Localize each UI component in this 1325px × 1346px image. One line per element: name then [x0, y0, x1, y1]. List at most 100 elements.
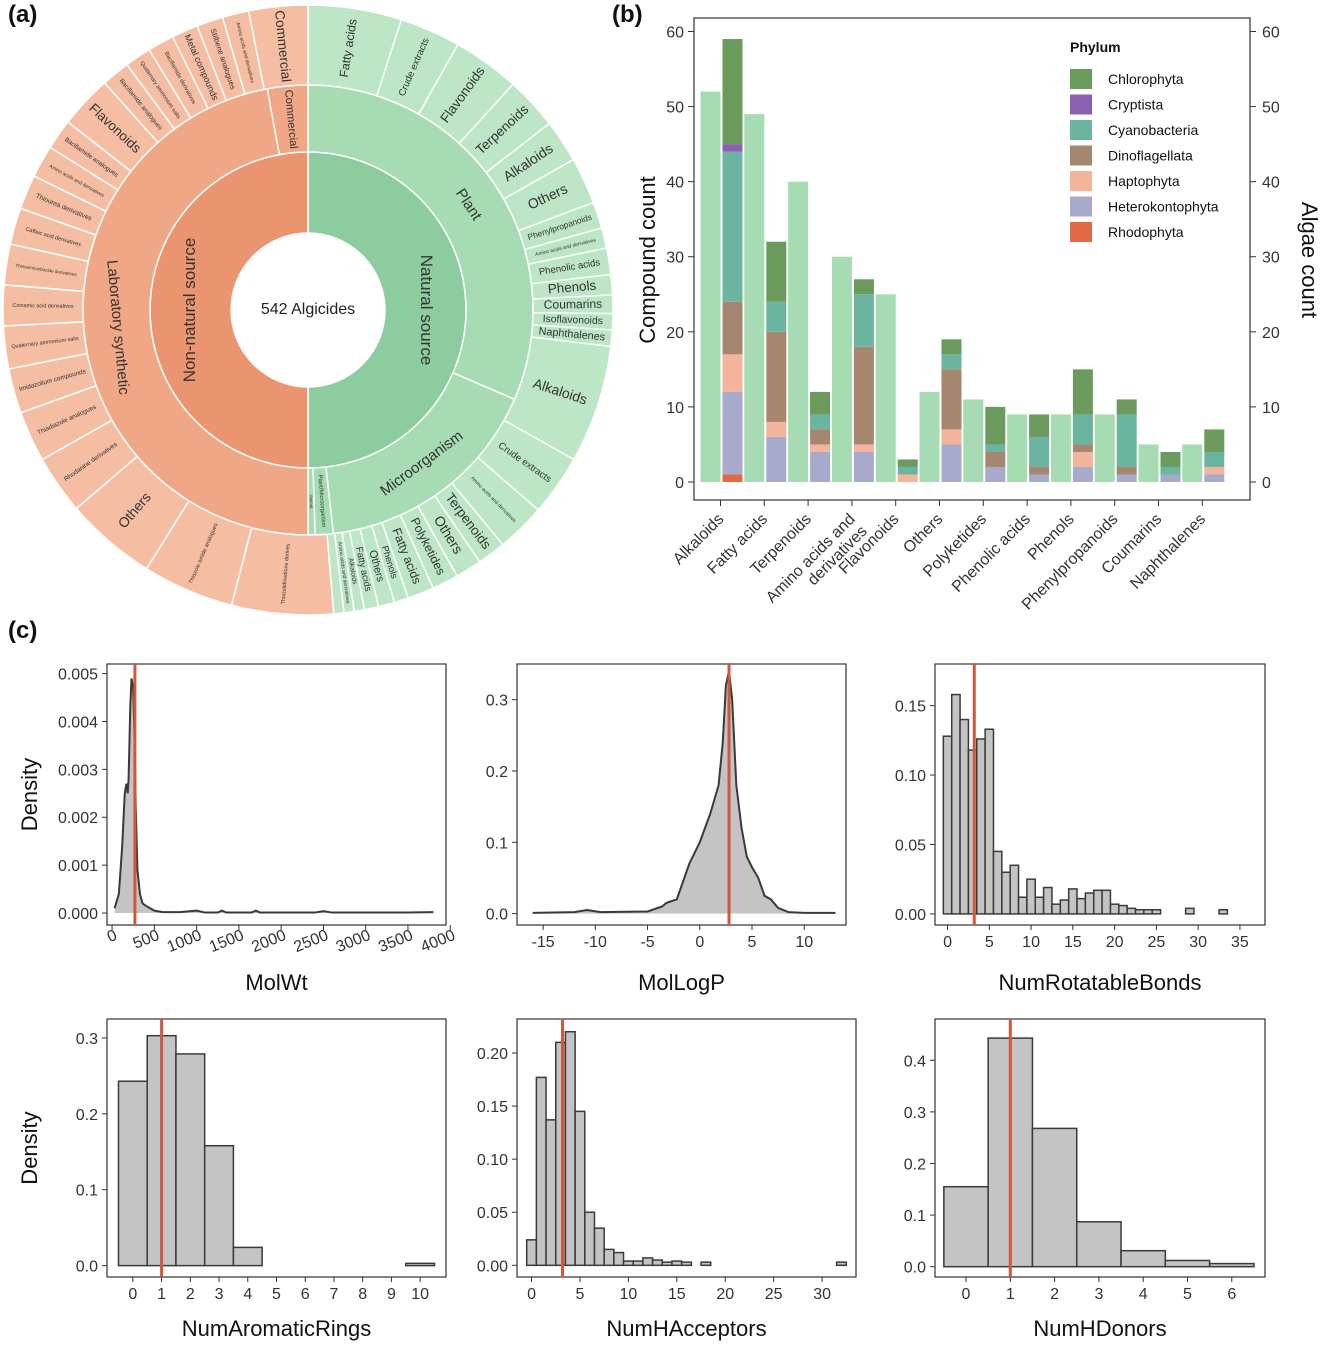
sunburst-label: Cinnamic acid derivatives [12, 303, 74, 310]
x-tick-label: 5 [985, 934, 994, 951]
legend-label-cryptista: Cryptista [1108, 97, 1163, 113]
legend-swatch-haptophyta [1070, 171, 1092, 191]
algae-bar-chlorophyta-terpenoids [810, 391, 831, 415]
histogram-bar [976, 738, 986, 915]
legend-label-rhodophyta: Rhodophyta [1108, 224, 1184, 240]
legend-title: Phylum [1070, 39, 1121, 55]
histogram-bar [984, 728, 995, 915]
y-tick-label: 20 [666, 325, 684, 342]
algae-bar-rhodophyta-alkaloids [722, 474, 743, 482]
y2-tick-label: 30 [1262, 250, 1280, 267]
y-tick-label: 0.15 [477, 1099, 508, 1116]
legend-label-dinoflagellata: Dinoflagellata [1108, 148, 1193, 164]
legend-swatch-cryptista [1070, 94, 1092, 115]
x-tick-label: 15 [1064, 934, 1082, 951]
histogram-bar [1164, 1259, 1211, 1268]
histogram-bar [661, 1261, 673, 1267]
density-line [113, 678, 434, 914]
algae-bar-haptophyta-naphthalenes [1204, 466, 1225, 475]
legend-swatch-chlorophyta [1070, 69, 1092, 89]
legend-label-chlorophyta: Chlorophyta [1108, 71, 1184, 87]
x-tick-label: 3 [215, 1286, 224, 1303]
x-tick-label: 10 [795, 934, 813, 951]
histogram-bar [1031, 1127, 1078, 1268]
y-tick-label: 0.00 [477, 1258, 508, 1275]
panel-label-b: (b) [612, 1, 643, 28]
algae-bar-haptophyta-others [941, 429, 962, 445]
histogram-bar [671, 1260, 683, 1267]
compound-bar-phenolic-acids [1007, 414, 1028, 482]
legend-label-cyanobacteria: Cyanobacteria [1108, 122, 1198, 138]
y-tick-label: 0.3 [76, 1031, 98, 1048]
histogram-bar [950, 693, 961, 915]
x-tick-label: 3000 [334, 927, 373, 956]
algae-bar-chlorophyta-polyketides [985, 406, 1006, 445]
x-tick-label: 6 [1227, 1286, 1236, 1303]
y-tick-label: 0.4 [904, 1053, 926, 1070]
histogram-bar [632, 1260, 644, 1267]
compound-bar-terpenoids [788, 181, 809, 482]
histogram-bar [1126, 907, 1137, 915]
histogram-bar [545, 1119, 557, 1267]
y-tick-label: 0.002 [58, 810, 98, 827]
x-tick-label: 35 [1231, 934, 1249, 951]
x-tick-label: 2 [186, 1286, 195, 1303]
histogram-bar [564, 1030, 576, 1267]
histogram-bar [1042, 886, 1053, 915]
y-axis-title: Compound count [635, 176, 660, 344]
sunburst-center-label: 542 Algicides [261, 301, 355, 318]
algae-bar-haptophyta-terpenoids [810, 444, 831, 452]
histogram-bar [232, 1246, 263, 1267]
x-tick-label: 30 [1189, 934, 1207, 951]
histogram-bar [1084, 892, 1095, 915]
histogram-bar [1143, 908, 1153, 915]
sunburst-center-hole [231, 233, 385, 387]
algae-bar-chlorophyta-fatty-acids [766, 241, 787, 302]
x-tick-label-line: Phenolic acids [949, 511, 1034, 596]
algae-bar-cyanobacteria-amino-acids-and-derivatives [853, 294, 874, 347]
algae-bar-chlorophyta-flavonoids [897, 459, 918, 467]
x-tick-label: -15 [532, 934, 555, 951]
x-axis-title: NumHAcceptors [606, 1316, 766, 1341]
x-tick-label: 3 [1094, 1286, 1103, 1303]
algae-bar-heterokontophyta-alkaloids [722, 391, 743, 475]
y-tick-label: 0.1 [904, 1208, 926, 1225]
histogram-bar [959, 718, 970, 915]
algae-bar-chlorophyta-phenylpropanoids [1116, 399, 1137, 415]
compound-bar-polyketides [963, 399, 984, 482]
x-tick-label: 5 [1183, 1286, 1192, 1303]
x-tick-label: 8 [358, 1286, 367, 1303]
x-tick-label: 25 [1147, 934, 1165, 951]
sunburst-label: Natural source [417, 255, 436, 366]
y-tick-label: 0.05 [477, 1205, 508, 1222]
y-tick-label: 0.3 [486, 693, 508, 710]
histogram-bar [525, 1239, 538, 1267]
x-tick-label: 5 [272, 1286, 281, 1303]
y-tick-label: 0.000 [58, 906, 98, 923]
x-tick-label: 20 [716, 1286, 734, 1303]
histogram-bar [1059, 899, 1070, 915]
algae-bar-heterokontophyta-others [941, 444, 962, 482]
legend-swatch-dinoflagellata [1070, 145, 1092, 166]
compound-bar-naphthalenes [1182, 444, 1203, 482]
x-tick-label: 0 [943, 934, 952, 951]
histogram-bar [651, 1259, 664, 1267]
algae-bar-cyanobacteria-naphthalenes [1204, 451, 1225, 467]
algae-bar-cryptista-alkaloids [722, 144, 743, 152]
algae-bar-dinoflagellata-phenolic-acids [1029, 466, 1050, 475]
panel-label-a: (a) [8, 1, 37, 28]
compound-bar-others [919, 391, 940, 482]
algae-bar-dinoflagellata-phenols [1072, 444, 1093, 452]
histogram-bar [1184, 907, 1195, 915]
x-tick-label: 2000 [249, 927, 288, 956]
compound-bar-flavonoids [875, 294, 896, 482]
panel-label-c: (c) [8, 617, 37, 644]
algae-bar-heterokontophyta-fatty-acids [766, 436, 787, 482]
x-axis-title: NumHDonors [1033, 1316, 1166, 1341]
x-tick-label: 3500 [376, 927, 415, 956]
x-tick-label: 25 [765, 1286, 783, 1303]
histogram-bar [1051, 903, 1062, 915]
algae-bar-haptophyta-fatty-acids [766, 421, 787, 437]
